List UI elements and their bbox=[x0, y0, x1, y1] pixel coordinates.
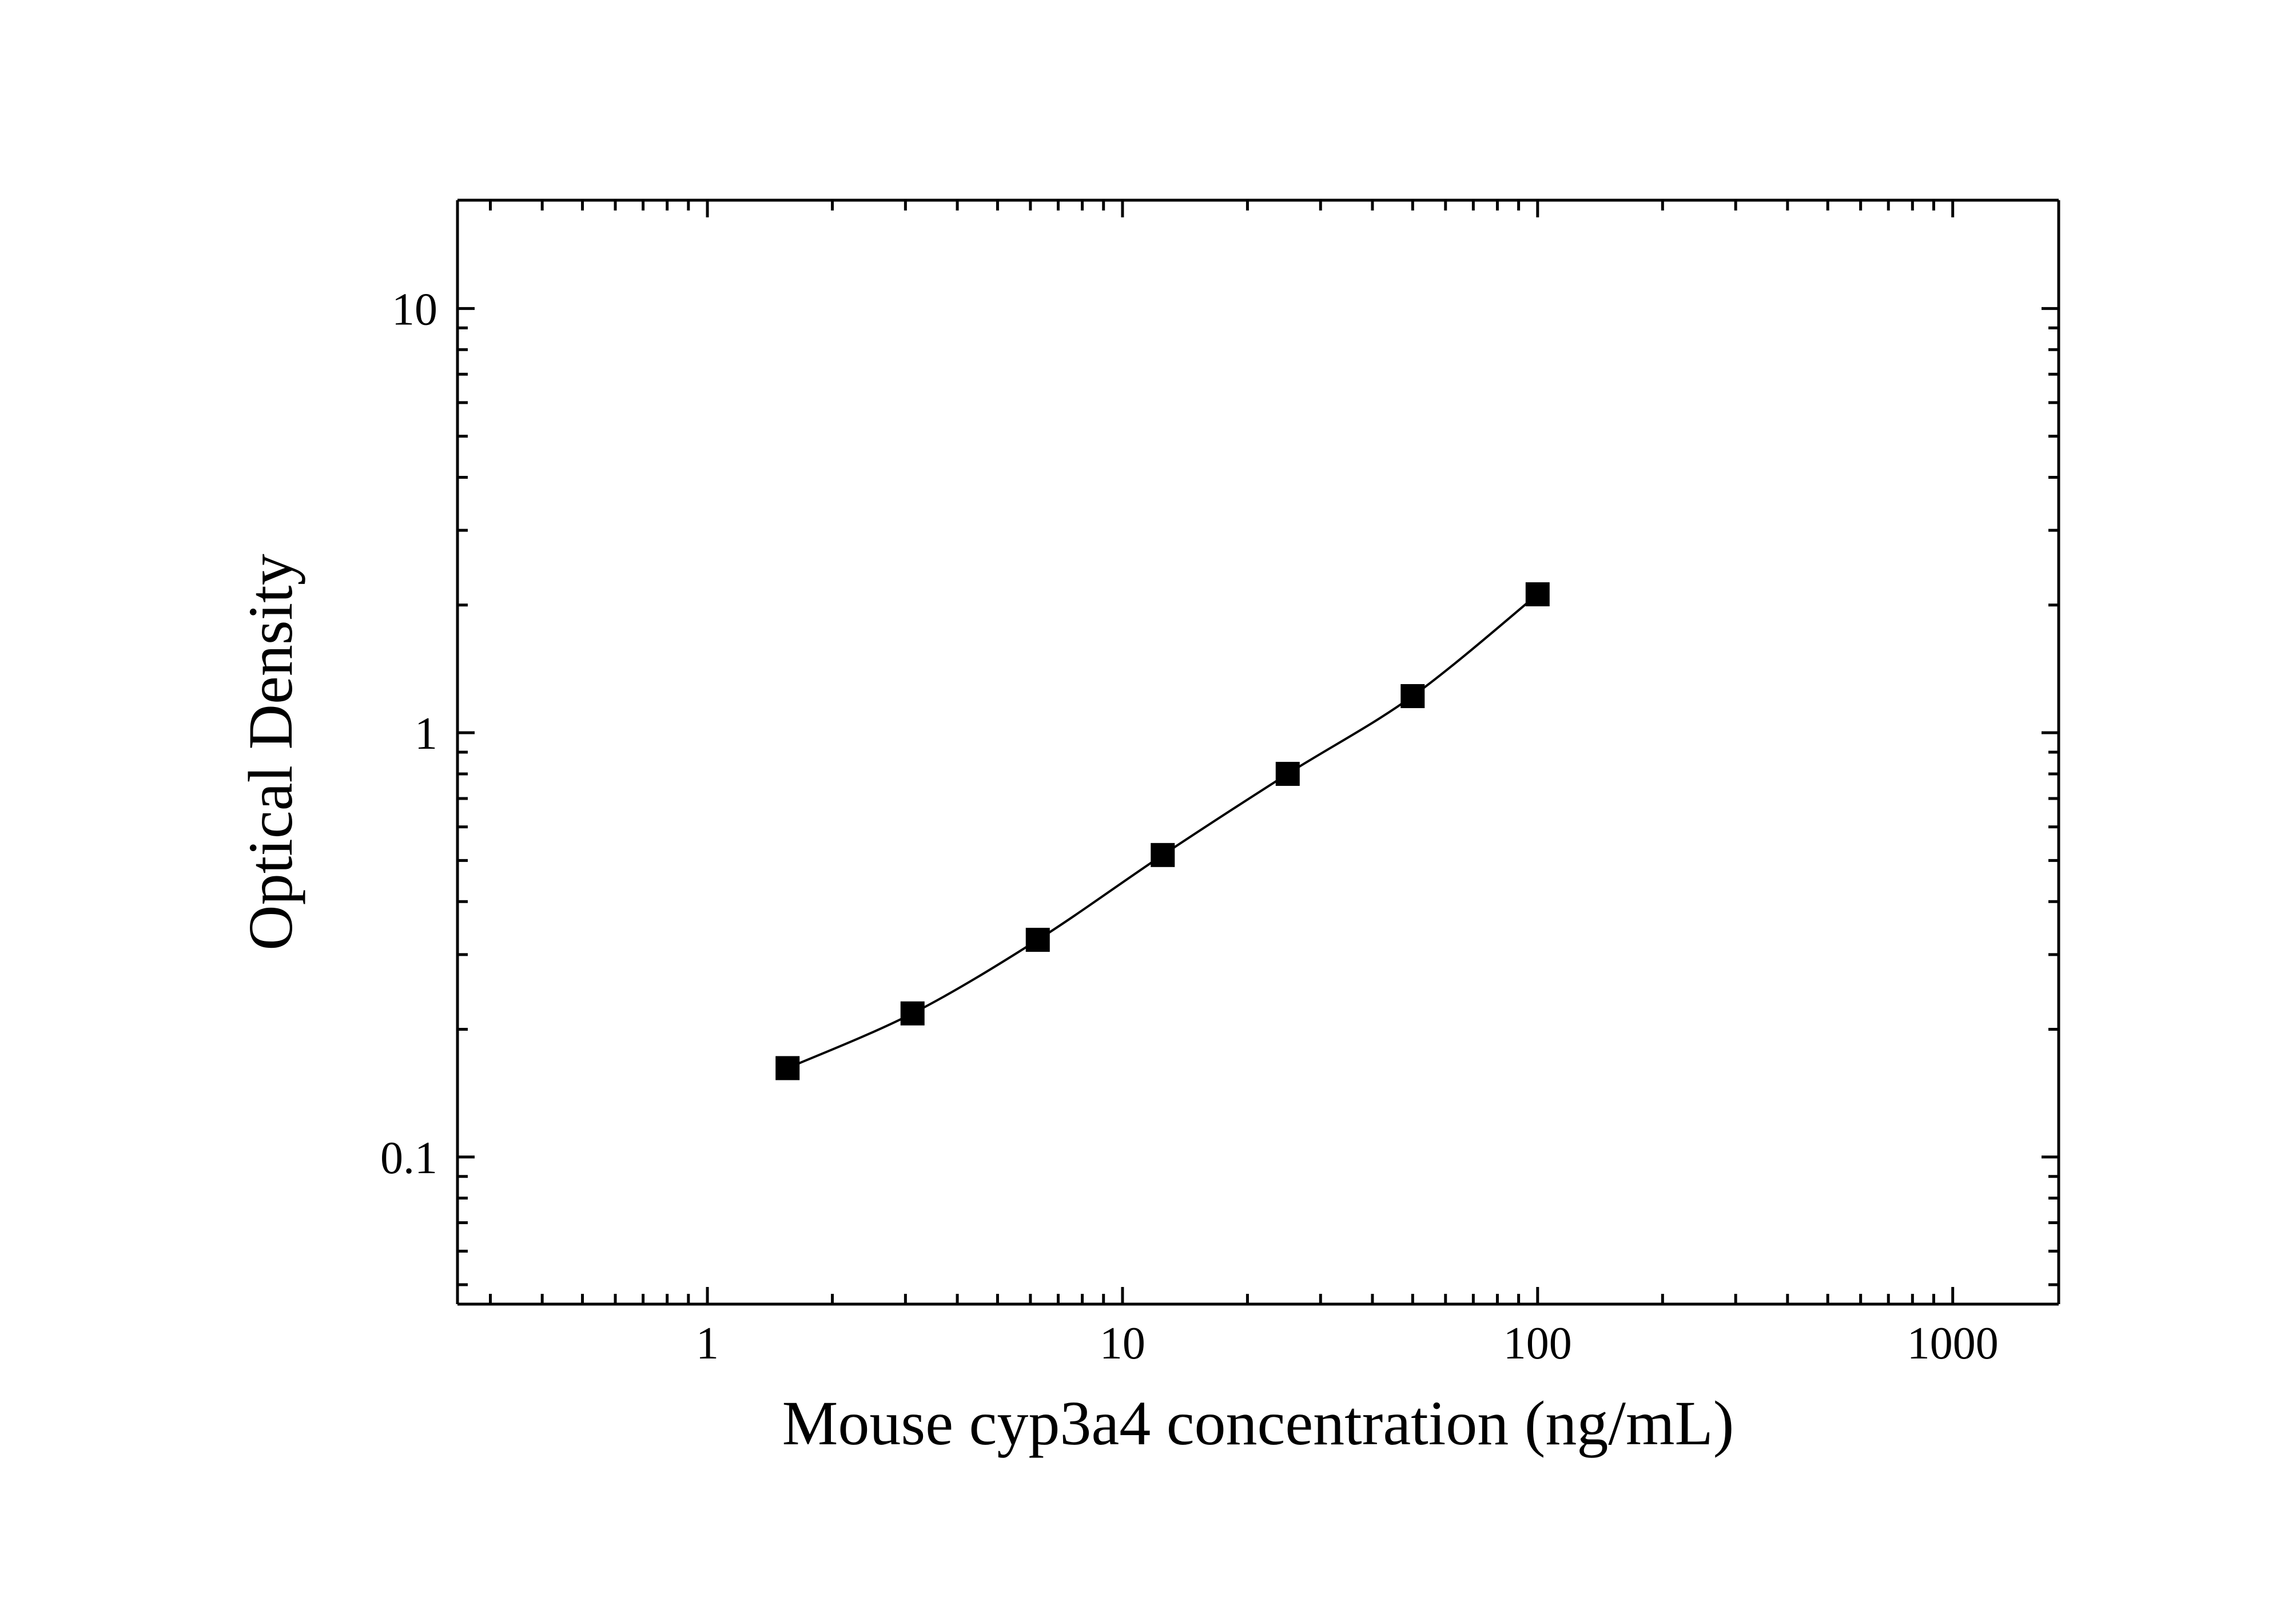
data-marker bbox=[1026, 928, 1050, 952]
data-marker bbox=[1151, 843, 1175, 867]
data-marker bbox=[775, 1056, 799, 1080]
y-tick-label: 0.1 bbox=[380, 1133, 437, 1183]
x-tick-label: 100 bbox=[1503, 1318, 1572, 1369]
x-axis-label: Mouse cyp3a4 concentration (ng/mL) bbox=[782, 1388, 1734, 1458]
y-tick-label: 10 bbox=[392, 284, 437, 335]
data-marker bbox=[1526, 582, 1550, 606]
chart-svg: 1 10 100 1000 0.1 1 10 Mouse cyp3a4 concentrati… bbox=[0, 0, 2296, 1605]
x-tick-label: 1000 bbox=[1907, 1318, 1999, 1369]
x-tick-label: 10 bbox=[1100, 1318, 1145, 1369]
y-axis-label: Optical Density bbox=[236, 554, 305, 950]
data-marker bbox=[1400, 684, 1424, 708]
data-marker bbox=[901, 1002, 925, 1026]
x-tick-label: 1 bbox=[696, 1318, 719, 1369]
y-tick-label: 1 bbox=[415, 709, 437, 759]
data-marker bbox=[1276, 762, 1300, 786]
chart-container: 1 10 100 1000 0.1 1 10 Mouse cyp3a4 concentrati… bbox=[0, 0, 2296, 1605]
